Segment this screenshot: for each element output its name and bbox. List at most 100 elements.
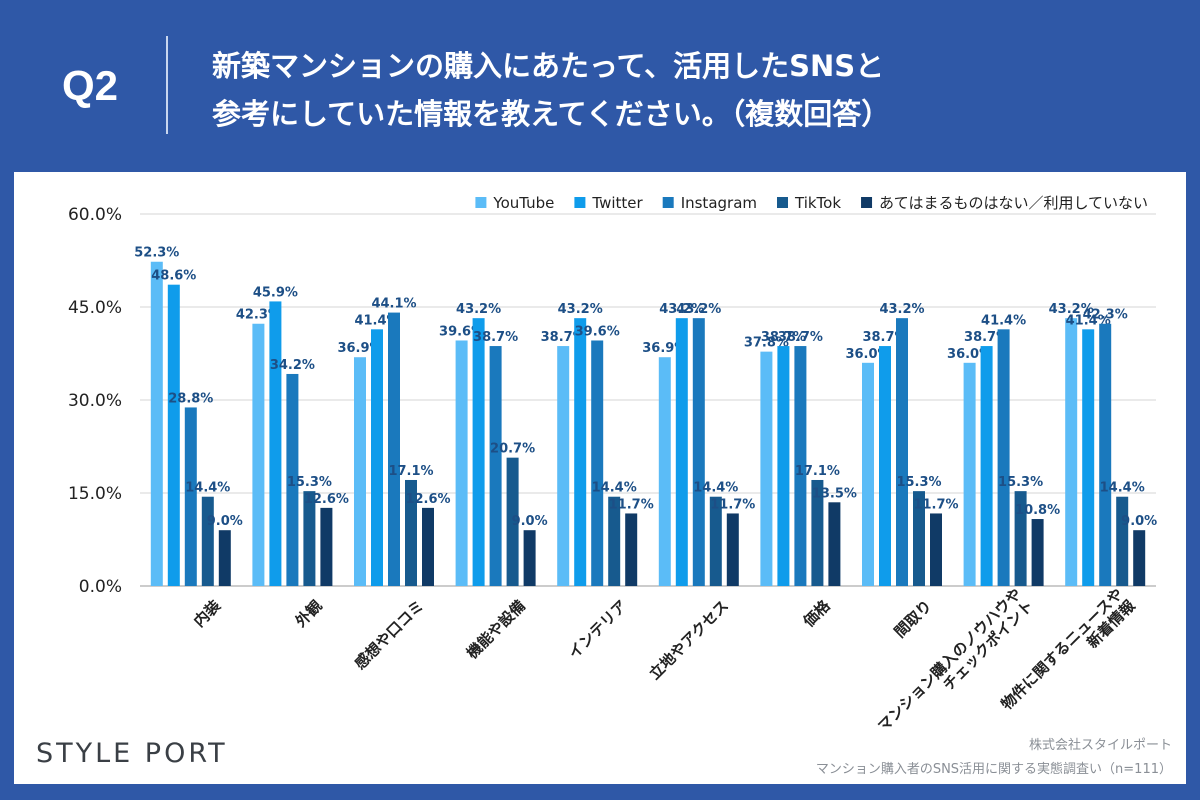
bar — [658, 357, 671, 586]
bar — [1133, 530, 1146, 586]
bar — [303, 491, 316, 586]
bar-value-label: 43.2% — [1049, 302, 1094, 317]
x-tick-label-line: 価格 — [799, 596, 834, 631]
question-line-2: 参考にしていた情報を教えてください。（複数回答） — [212, 97, 891, 131]
bar-value-label: 11.7% — [710, 497, 755, 512]
y-tick-label: 30.0% — [68, 391, 122, 411]
survey-credit: マンション購入者のSNS活用に関する実態調査い（n=111） — [815, 762, 1172, 777]
x-tick-label: 内装 — [190, 596, 225, 631]
x-tick-label-line: マンション購入のノウハウや — [874, 585, 1025, 736]
x-tick-label: 感想や口コミ — [351, 597, 427, 673]
bar-value-label: 28.8% — [168, 391, 213, 406]
bar — [557, 346, 570, 586]
bar-value-label: 14.4% — [185, 481, 230, 496]
legend-swatch — [662, 197, 674, 208]
legend-label: Twitter — [591, 194, 643, 212]
bar-value-label: 15.3% — [998, 475, 1043, 490]
legend-label: Instagram — [681, 194, 757, 212]
bar-value-label: 38.7% — [778, 330, 823, 345]
bar — [1082, 329, 1095, 586]
question-text: 新築マンションの購入にあたって、活用したSNSと 参考にしていた情報を教えてくだ… — [212, 42, 1172, 138]
bar — [286, 373, 299, 586]
bar-value-label: 14.4% — [693, 481, 738, 496]
bar — [252, 323, 265, 586]
bar — [184, 407, 197, 586]
x-tick-label: インテリア — [565, 597, 631, 663]
bar — [760, 351, 773, 586]
bar — [913, 491, 925, 586]
bar-value-label: 38.7% — [761, 330, 806, 345]
x-tick-label-line: 外観 — [291, 597, 326, 632]
company-credit: 株式会社スタイルポート — [1028, 738, 1172, 753]
bar-value-label: 11.7% — [609, 497, 654, 512]
bar-value-label: 43.2% — [558, 302, 603, 317]
bar-value-label: 34.2% — [270, 358, 315, 373]
bar — [1031, 519, 1044, 586]
bar-value-label: 41.4% — [981, 313, 1026, 328]
bar-value-label: 17.1% — [795, 464, 840, 479]
bar — [167, 284, 180, 586]
y-tick-label: 0.0% — [79, 577, 122, 597]
bar — [591, 340, 604, 586]
bar-value-label: 9.0% — [512, 514, 548, 529]
bar-value-label: 43.2% — [676, 302, 721, 317]
bar — [675, 318, 688, 586]
bar — [354, 357, 366, 586]
legend-swatch — [777, 197, 788, 208]
y-tick-label: 45.0% — [68, 298, 122, 318]
bar — [794, 346, 807, 586]
x-tick-label: 間取り — [891, 597, 936, 642]
bar-value-label: 17.1% — [388, 464, 433, 479]
bar-value-label: 45.9% — [253, 285, 298, 300]
question-line-1: 新築マンションの購入にあたって、活用したSNSと — [212, 49, 885, 83]
legend-label: YouTube — [492, 194, 554, 212]
bar — [269, 301, 282, 586]
legend-label: あてはまるものはない／利用していない — [879, 194, 1148, 212]
bar — [692, 318, 705, 586]
bar — [489, 346, 502, 586]
bar — [930, 513, 942, 586]
bar-value-label: 43.2% — [659, 302, 704, 317]
question-header: Q2 新築マンションの購入にあたって、活用したSNSと 参考にしていた情報を教え… — [0, 0, 1200, 172]
bar-value-label: 12.6% — [405, 492, 450, 507]
x-tick-label-line: 間取り — [891, 597, 936, 642]
legend-swatch — [861, 197, 873, 208]
bar — [218, 530, 231, 586]
bar — [963, 362, 976, 586]
x-tick-label: 立地やアクセス — [646, 597, 732, 683]
bar-value-label: 42.3% — [1083, 308, 1128, 323]
bar — [625, 513, 638, 586]
bar — [1099, 323, 1112, 586]
bar-value-label: 11.7% — [913, 497, 958, 512]
bar — [608, 496, 621, 586]
bar — [201, 496, 214, 586]
bar — [472, 318, 485, 586]
bar-value-label: 12.6% — [304, 492, 349, 507]
bar-value-label: 13.5% — [812, 486, 857, 501]
x-tick-label: 価格 — [799, 596, 834, 631]
bar — [879, 346, 891, 586]
bar-value-label: 9.0% — [1121, 514, 1157, 529]
x-tick-label: 外観 — [291, 597, 326, 632]
bar — [828, 502, 841, 586]
x-tick-label-line: インテリア — [565, 597, 631, 663]
bar-value-label: 14.4% — [1100, 481, 1145, 496]
bar — [811, 479, 824, 586]
bar — [388, 312, 400, 586]
bar-value-label: 20.7% — [490, 442, 535, 457]
bar-value-label: 9.0% — [207, 514, 243, 529]
bar — [1065, 318, 1078, 586]
x-tick-label-line: 立地やアクセス — [646, 597, 732, 683]
bar-value-label: 38.7% — [473, 330, 518, 345]
bar — [405, 479, 417, 586]
legend-swatch — [574, 197, 586, 208]
bar — [1116, 496, 1129, 586]
question-number: Q2 — [62, 62, 119, 109]
bar-value-label: 15.3% — [287, 475, 332, 490]
bar — [523, 530, 536, 586]
bar-chart: 0.0% 15.0% 30.0% 45.0% 60.0% あてはまるものはない／利用してい… — [68, 194, 1157, 736]
bar-value-label: 10.8% — [1015, 503, 1060, 518]
legend-swatch — [475, 197, 487, 208]
bar-value-label: 15.3% — [896, 475, 941, 490]
